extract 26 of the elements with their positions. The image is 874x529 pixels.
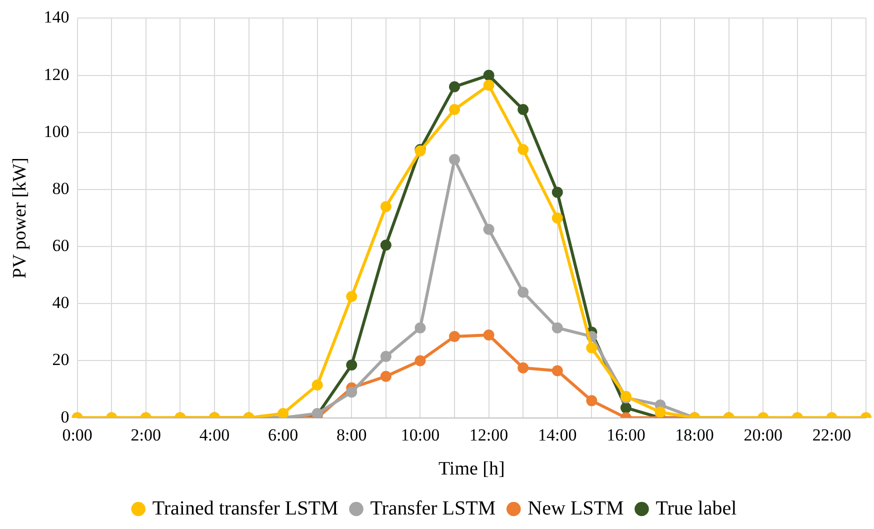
x-tick-label: 0:00 <box>62 425 92 444</box>
y-tick-label: 60 <box>52 236 70 256</box>
y-tick-label: 140 <box>44 8 70 27</box>
y-tick-label: 120 <box>44 64 70 84</box>
legend-label: Transfer LSTM <box>370 497 496 520</box>
legend-label: New LSTM <box>528 497 624 520</box>
x-tick-label: 2:00 <box>130 425 161 444</box>
x-tick-label: 16:00 <box>606 425 646 444</box>
x-tick-label: 4:00 <box>199 425 230 444</box>
x-axis-title: Time [h] <box>438 458 505 480</box>
x-tick-label: 18:00 <box>675 425 714 444</box>
x-tick-label: 22:00 <box>812 425 852 444</box>
legend-label: Trained transfer LSTM <box>152 497 338 520</box>
x-tick-label: 12:00 <box>469 425 508 444</box>
y-axis-title: PV power [kW] <box>9 157 30 279</box>
x-tick-label: 6:00 <box>268 425 298 444</box>
y-tick-label: 100 <box>44 122 70 141</box>
legend-label: True label <box>656 497 738 520</box>
x-tick-label: 8:00 <box>336 425 367 444</box>
y-tick-label: 0 <box>60 407 70 426</box>
y-tick-label: 80 <box>52 178 70 198</box>
x-tick-label: 14:00 <box>538 425 577 444</box>
y-tick-label: 40 <box>52 293 70 312</box>
x-tick-label: 10:00 <box>400 425 440 444</box>
x-tick-label: 20:00 <box>744 425 782 444</box>
y-tick-label: 20 <box>52 350 70 370</box>
